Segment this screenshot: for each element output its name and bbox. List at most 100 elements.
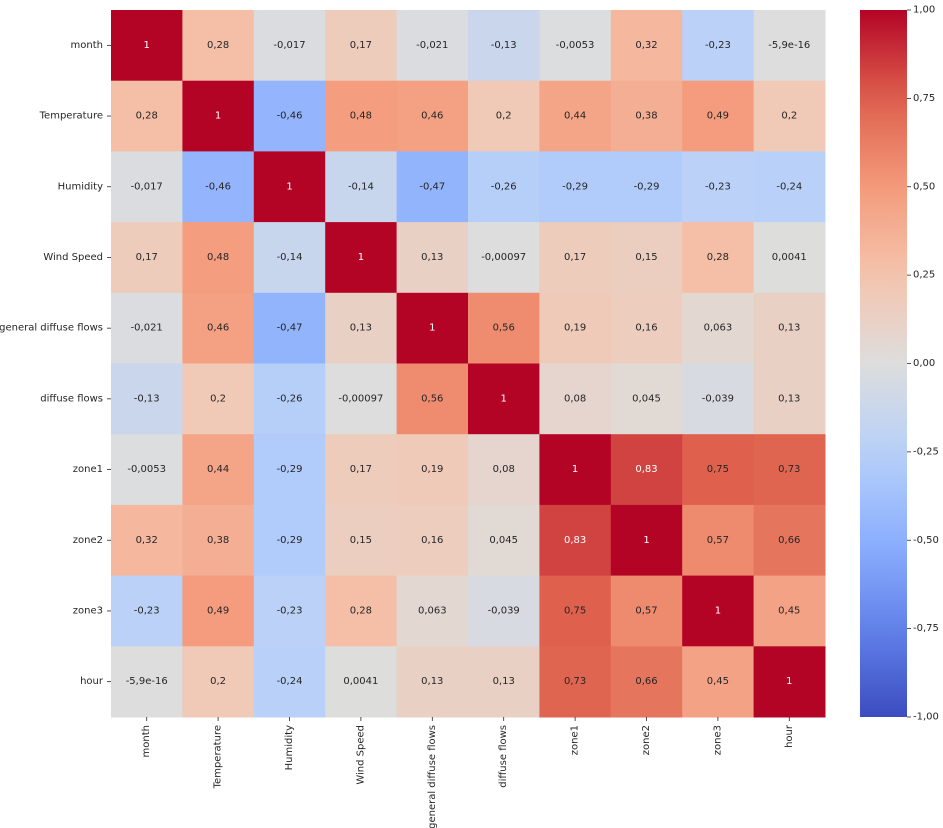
heatmap-cell-6-6 <box>539 434 612 506</box>
heatmap-cell-3-0 <box>111 222 183 294</box>
cell-annotation-9-1: 0,2 <box>210 676 226 687</box>
cell-annotation-8-3: 0,28 <box>350 605 372 616</box>
cell-annotation-2-8: -0,23 <box>705 181 731 192</box>
heatmap-cell-9-3 <box>325 646 398 718</box>
heatmap-cell-2-4 <box>396 151 469 223</box>
x-label-4: general diffuse flows <box>427 725 438 828</box>
cell-annotation-7-1: 0,38 <box>207 535 229 546</box>
cell-annotation-7-6: 0,83 <box>564 535 586 546</box>
cell-annotation-1-6: 0,44 <box>564 111 586 122</box>
heatmap-cell-5-9 <box>753 363 826 435</box>
cell-annotation-4-7: 0,16 <box>635 323 657 334</box>
cell-annotation-5-6: 0,08 <box>564 393 586 404</box>
cell-annotation-1-0: 0,28 <box>136 111 158 122</box>
heatmap-cell-0-4 <box>396 10 469 82</box>
heatmap-cell-6-7 <box>610 434 683 506</box>
y-label-9: hour <box>80 676 104 687</box>
cell-annotation-8-6: 0,75 <box>564 605 586 616</box>
heatmap-cell-3-6 <box>539 222 612 294</box>
heatmap-cell-7-4 <box>396 504 469 577</box>
cell-annotation-7-5: 0,045 <box>489 535 518 546</box>
cell-annotation-1-3: 0,48 <box>350 111 372 122</box>
heatmap-cell-3-3 <box>325 222 398 294</box>
heatmap-cell-0-1 <box>182 10 255 82</box>
cell-annotation-9-7: 0,66 <box>635 676 657 687</box>
colorbar-label-3: 0,25 <box>913 270 935 281</box>
cell-annotation-0-5: -0,13 <box>491 40 517 51</box>
heatmap-cell-3-1 <box>182 222 255 294</box>
heatmap-cell-1-8 <box>682 80 755 152</box>
colorbar-label-4: 0,00 <box>913 358 935 369</box>
heatmap-cell-7-9 <box>753 504 826 577</box>
x-label-0: month <box>141 725 152 757</box>
colorbar-label-7: -0,75 <box>913 623 939 634</box>
cell-annotation-0-4: -0,021 <box>416 40 448 51</box>
heatmap-cell-9-0 <box>111 646 183 718</box>
cell-annotation-5-9: 0,13 <box>778 393 800 404</box>
cell-annotation-2-4: -0,47 <box>419 181 445 192</box>
cell-annotation-6-5: 0,08 <box>493 464 515 475</box>
heatmap-cell-4-1 <box>182 292 255 364</box>
cell-annotation-4-0: -0,021 <box>131 323 163 334</box>
cell-annotation-2-6: -0,29 <box>562 181 588 192</box>
colorbar: 1,00 0,75 0,50 0,25 0,00 -0,25 -0,50 -0,75 -1,00 <box>860 5 939 723</box>
heatmap-cell-1-4 <box>396 80 469 152</box>
heatmap-cell-0-6 <box>539 10 612 82</box>
cell-annotation-3-1: 0,48 <box>207 252 229 263</box>
heatmap-cell-2-6 <box>539 151 612 223</box>
cell-annotation-0-8: -0,23 <box>705 40 731 51</box>
cell-annotation-0-3: 0,17 <box>350 40 372 51</box>
heatmap-cell-5-5 <box>468 363 540 435</box>
x-label-3: Wind Speed <box>355 725 366 785</box>
heatmap-cell-2-8 <box>682 151 755 223</box>
heatmap-cell-6-9 <box>753 434 826 506</box>
cell-annotation-3-7: 0,15 <box>635 252 657 263</box>
y-label-6: zone1 <box>73 464 103 475</box>
heatmap-cell-4-5 <box>468 292 540 364</box>
heatmap-cell-2-7 <box>610 151 683 223</box>
heatmap-cell-5-8 <box>682 363 755 435</box>
cell-annotation-5-2: -0,26 <box>277 393 303 404</box>
heatmap-cell-0-2 <box>253 10 326 82</box>
heatmap-cell-5-0 <box>111 363 183 435</box>
heatmap-cell-5-3 <box>325 363 398 435</box>
colorbar-label-6: -0,50 <box>913 535 939 546</box>
cell-annotation-5-3: -0,00097 <box>338 393 383 404</box>
cell-annotation-2-7: -0,29 <box>634 181 660 192</box>
cell-annotation-0-2: -0,017 <box>273 40 305 51</box>
cell-annotation-7-9: 0,66 <box>778 535 800 546</box>
x-label-8: zone3 <box>712 725 723 755</box>
cell-annotation-0-6: -0,0053 <box>556 40 595 51</box>
heatmap-cell-0-9 <box>753 10 826 82</box>
heatmap-cell-8-7 <box>610 575 683 647</box>
heatmap-cell-8-6 <box>539 575 612 647</box>
cell-annotation-4-3: 0,13 <box>350 323 372 334</box>
heatmap-cell-9-7 <box>610 646 683 718</box>
cell-annotation-0-7: 0,32 <box>635 40 657 51</box>
cell-annotation-9-3: 0,0041 <box>343 676 378 687</box>
heatmap-cell-1-0 <box>111 80 183 152</box>
cell-annotation-7-8: 0,57 <box>707 535 729 546</box>
heatmap-cell-6-5 <box>468 434 540 506</box>
cell-annotation-9-4: 0,13 <box>421 676 443 687</box>
cell-annotation-1-7: 0,38 <box>635 111 657 122</box>
heatmap-cell-3-2 <box>253 222 326 294</box>
y-label-1: Temperature <box>39 111 103 122</box>
colorbar-label-0: 1,00 <box>913 5 935 16</box>
cell-annotation-9-8: 0,45 <box>707 676 729 687</box>
heatmap-cell-6-0 <box>111 434 183 506</box>
heatmap-cell-9-4 <box>396 646 469 718</box>
cell-annotation-6-4: 0,19 <box>421 464 443 475</box>
cell-annotation-3-9: 0,0041 <box>772 252 807 263</box>
heatmap-cell-0-3 <box>325 10 398 82</box>
heatmap-cell-1-7 <box>610 80 683 152</box>
cell-annotation-8-2: -0,23 <box>277 605 303 616</box>
cell-annotation-1-2: -0,46 <box>277 111 303 122</box>
y-label-4: general diffuse flows <box>0 323 103 334</box>
cell-annotation-5-8: -0,039 <box>702 393 734 404</box>
cell-annotation-2-5: -0,26 <box>491 181 517 192</box>
heatmap-cell-8-3 <box>325 575 398 647</box>
cell-annotation-2-3: -0,14 <box>348 181 374 192</box>
x-label-1: Temperature <box>213 725 224 789</box>
heatmap-cell-8-5 <box>468 575 540 647</box>
